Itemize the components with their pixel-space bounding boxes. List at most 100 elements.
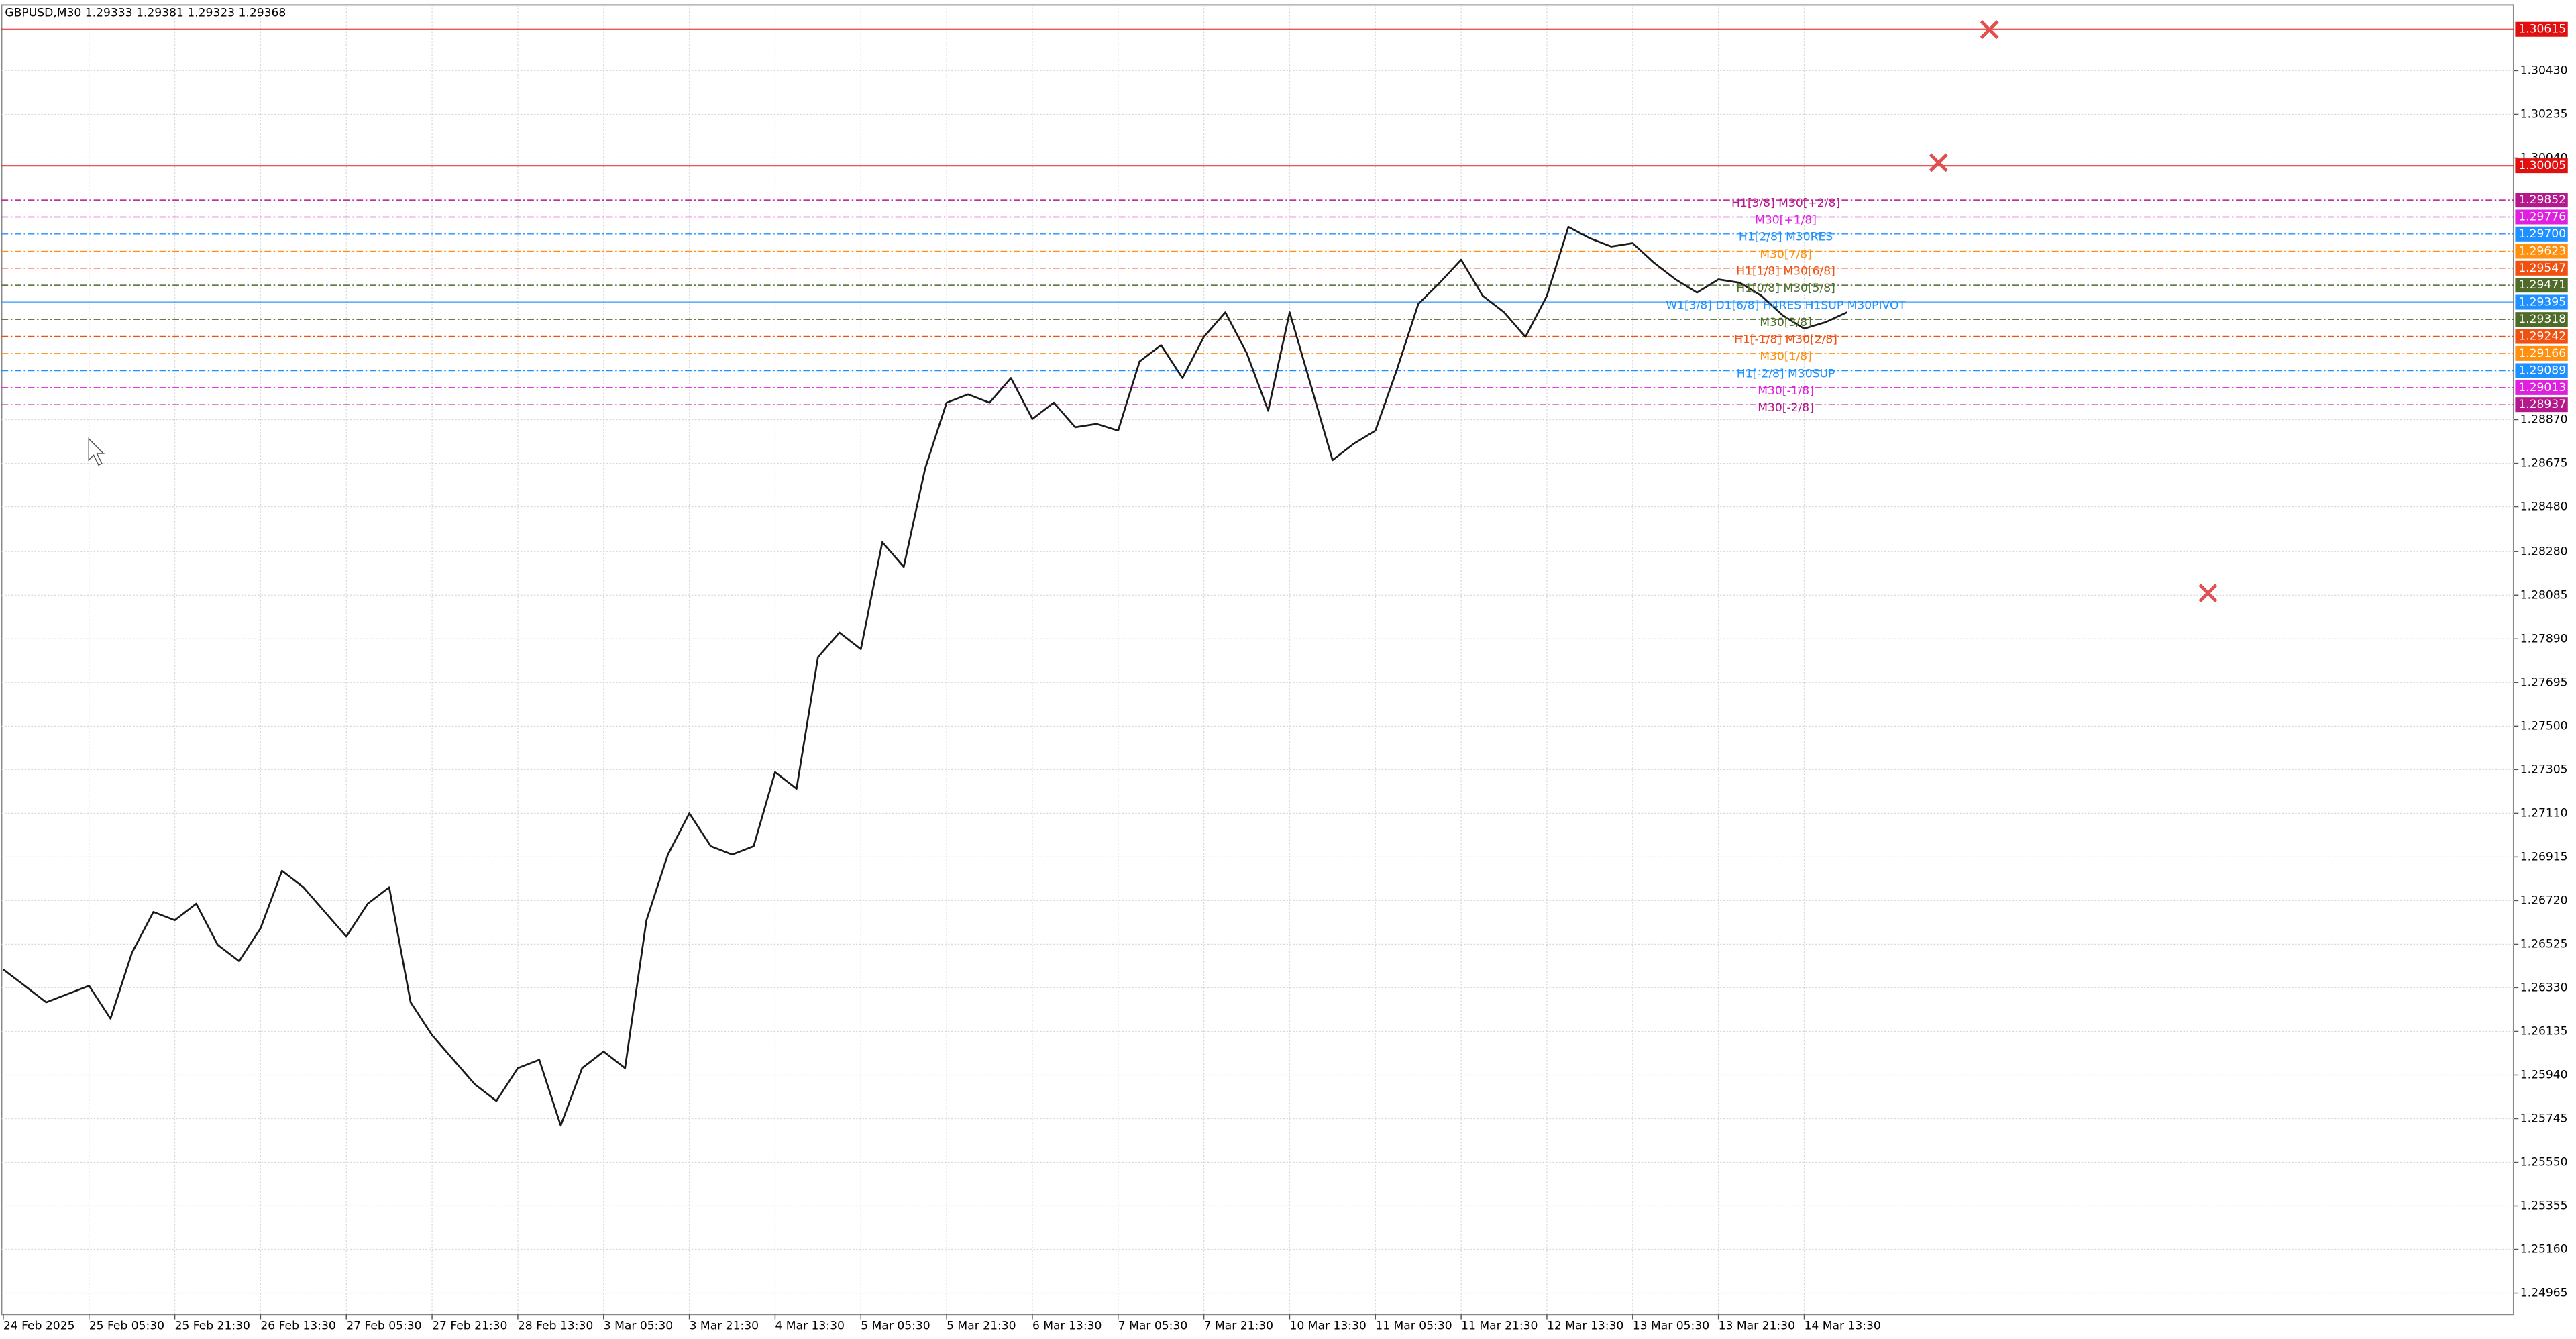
level-label: H1[2/8] M30RES: [1739, 231, 1833, 244]
y-tick-label: 1.28675: [2520, 457, 2568, 470]
y-tick-label: 1.26525: [2520, 937, 2568, 951]
x-tick-label: 3 Mar 05:30: [604, 1319, 673, 1332]
levels: [1, 28, 2514, 405]
price-tag: [2515, 21, 2568, 37]
price-tag-label: 1.29852: [2518, 193, 2566, 207]
price-tag-label: 1.30005: [2518, 159, 2566, 172]
price-tag: [2515, 226, 2568, 242]
price-tag: [2515, 380, 2568, 395]
y-tick-label: 1.25745: [2520, 1112, 2568, 1125]
price-tag-label: 1.29166: [2518, 347, 2566, 360]
y-tick-label: 1.25355: [2520, 1199, 2568, 1213]
y-tick-label: 1.26720: [2520, 894, 2568, 907]
y-tick-label: 1.25940: [2520, 1068, 2568, 1081]
x-tick-label: 7 Mar 05:30: [1118, 1319, 1187, 1332]
x-tick-label: 11 Mar 05:30: [1375, 1319, 1452, 1332]
y-tick-label: 1.30235: [2520, 107, 2568, 121]
price-tag: [2515, 278, 2568, 293]
level-label: H1[-2/8] M30SUP: [1737, 367, 1835, 380]
y-tick-label: 1.25160: [2520, 1243, 2568, 1256]
y-tick-label: 1.25550: [2520, 1155, 2568, 1169]
x-marker: [1980, 20, 1999, 40]
price-tag-label: 1.29242: [2518, 330, 2566, 343]
price-tag-label: 1.29013: [2518, 381, 2566, 394]
level-label: W1[3/8] D1[6/8] H4RES H1SUP M30PIVOT: [1666, 299, 1906, 312]
price-tag: [2515, 397, 2568, 413]
y-tick-label: 1.30430: [2520, 64, 2568, 77]
x-tick-label: 27 Feb 05:30: [346, 1319, 421, 1332]
price-tag: [2515, 363, 2568, 378]
price-tag-label: 1.30615: [2518, 23, 2566, 36]
price-tag-label: 1.29471: [2518, 278, 2566, 292]
price-tag: [2515, 244, 2568, 259]
price-tag: [2515, 345, 2568, 361]
price-tag: [2515, 193, 2568, 208]
y-tick-label: 1.28480: [2520, 500, 2568, 514]
level-label: H1[-1/8] M30[2/8]: [1734, 333, 1837, 346]
price-tag-label: 1.29776: [2518, 210, 2566, 223]
level-label: H1[3/8] M30[+2/8]: [1731, 197, 1840, 210]
level-label: M30[-1/8]: [1758, 384, 1814, 398]
price-tag: [2515, 329, 2568, 344]
level-label: M30[1/8]: [1760, 350, 1812, 364]
x-tick-label: 26 Feb 13:30: [260, 1319, 335, 1332]
y-tick-label: 1.27500: [2520, 719, 2568, 733]
chart-title: GBPUSD,M30 1.29333 1.29381 1.29323 1.293…: [5, 7, 286, 20]
x-tick-label: 24 Feb 2025: [3, 1319, 75, 1332]
price-tag: [2515, 312, 2568, 327]
y-tick-label: 1.27890: [2520, 632, 2568, 645]
y-tick-label: 1.28085: [2520, 588, 2568, 602]
x-tick-label: 10 Mar 13:30: [1289, 1319, 1366, 1332]
price-tag: [2515, 294, 2568, 310]
plot-frame: [1, 4, 2514, 1316]
x-tick-label: 5 Mar 21:30: [947, 1319, 1016, 1332]
price-tag: [2515, 209, 2568, 225]
price-tag-label: 1.28937: [2518, 398, 2566, 411]
x-tick-label: 13 Mar 05:30: [1633, 1319, 1709, 1332]
cursor: [88, 437, 105, 466]
x-tick-label: 3 Mar 21:30: [690, 1319, 759, 1332]
price-tag-label: 1.29623: [2518, 244, 2566, 258]
labels: 1.304301.302351.300401.288701.286751.284…: [3, 21, 2568, 1332]
price: [3, 225, 1847, 1127]
y-tick-label: 1.24965: [2520, 1287, 2568, 1300]
x-tick-label: 7 Mar 21:30: [1204, 1319, 1273, 1332]
level-label: M30[3/8]: [1760, 316, 1812, 329]
level-label: M30[-2/8]: [1758, 401, 1814, 415]
y-tick-label: 1.28280: [2520, 545, 2568, 558]
x-tick-label: 27 Feb 21:30: [432, 1319, 507, 1332]
price-tag-label: 1.29395: [2518, 296, 2566, 309]
x-marker: [1929, 153, 1948, 172]
y-tick-label: 1.26915: [2520, 850, 2568, 863]
y-tick-label: 1.28870: [2520, 413, 2568, 427]
x-tick-label: 12 Mar 13:30: [1547, 1319, 1623, 1332]
price-tag-label: 1.29089: [2518, 364, 2566, 378]
level-label: M30[+1/8]: [1755, 213, 1817, 227]
price-tag: [2515, 260, 2568, 276]
x-tick-label: 6 Mar 13:30: [1032, 1319, 1102, 1332]
level-label: H1[1/8] M30[6/8]: [1736, 265, 1835, 278]
price-tag: [2515, 158, 2568, 174]
x-tick-label: 14 Mar 13:30: [1804, 1319, 1880, 1332]
x-tick-label: 4 Mar 13:30: [775, 1319, 844, 1332]
x-tick-label: 5 Mar 05:30: [861, 1319, 930, 1332]
level-label: M30[7/8]: [1760, 248, 1812, 261]
price-tag-label: 1.29700: [2518, 227, 2566, 241]
x-tick-label: 28 Feb 13:30: [518, 1319, 593, 1332]
x-tick-label: 25 Feb 05:30: [89, 1319, 164, 1332]
x-tick-label: 25 Feb 21:30: [175, 1319, 250, 1332]
y-tick-label: 1.26135: [2520, 1024, 2568, 1038]
y-tick-label: 1.27305: [2520, 763, 2568, 776]
x-tick-label: 11 Mar 21:30: [1461, 1319, 1538, 1332]
x-marker: [2198, 584, 2218, 603]
grid: [1, 5, 2519, 1315]
y-tick-label: 1.27695: [2520, 676, 2568, 689]
x-tick-label: 13 Mar 21:30: [1719, 1319, 1795, 1332]
y-tick-label: 1.26330: [2520, 981, 2568, 994]
level-label: H1[0/8] M30[5/8]: [1736, 282, 1835, 295]
price-line: [3, 225, 1847, 1127]
price-tag-label: 1.29547: [2518, 262, 2566, 275]
